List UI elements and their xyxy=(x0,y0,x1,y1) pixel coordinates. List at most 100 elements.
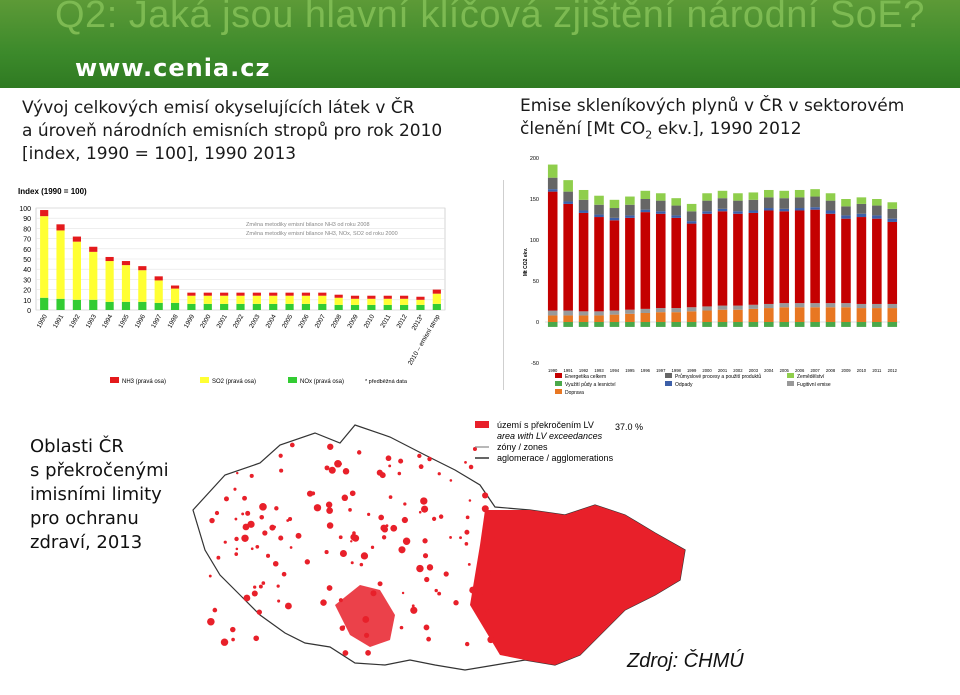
bar-segment xyxy=(609,199,620,209)
bar-segment xyxy=(367,295,376,299)
map-spot xyxy=(223,540,227,544)
map-spot xyxy=(486,609,494,617)
bar-segment xyxy=(609,310,620,315)
map-spot xyxy=(339,549,347,557)
bar-segment xyxy=(764,189,774,198)
bar-segment xyxy=(748,199,759,211)
legend-label: území s překročením LV xyxy=(497,420,594,430)
bar-segment xyxy=(887,208,898,219)
map-spot xyxy=(488,630,493,635)
map-spot xyxy=(350,561,354,565)
map-spot xyxy=(472,447,477,452)
map-spot xyxy=(403,502,407,506)
bar-segment xyxy=(625,322,635,327)
bar-segment xyxy=(856,322,867,327)
bar-segment xyxy=(779,198,790,209)
chart-title: Index (1990 = 100) xyxy=(18,187,87,196)
map-spot xyxy=(482,611,487,616)
map-spot xyxy=(242,495,247,501)
map-spot xyxy=(422,553,429,559)
bar-segment xyxy=(72,299,81,310)
map-spot xyxy=(212,607,218,613)
legend-label: Využití půdy a lesnictví xyxy=(565,381,616,388)
legend-label: Odpady xyxy=(675,382,693,388)
bar-segment xyxy=(138,270,147,302)
bar-segment xyxy=(779,208,790,212)
map-spot xyxy=(443,571,449,577)
bar-segment xyxy=(318,295,327,304)
bar-segment xyxy=(350,295,360,299)
bar-segment xyxy=(121,261,131,266)
bar-segment xyxy=(733,309,743,322)
x-tick-label: 2013* xyxy=(411,313,426,332)
map-spot xyxy=(324,465,330,471)
map-spot xyxy=(360,552,369,560)
map-spot xyxy=(214,510,220,516)
legend-percent: 37.0 % xyxy=(615,422,643,432)
bar-segment xyxy=(779,322,790,327)
map-spot xyxy=(231,637,235,642)
bar-segment xyxy=(733,305,743,310)
legend-label: Fugitivní emise xyxy=(797,382,831,388)
source-note: Zdroj: ČHMÚ xyxy=(627,650,744,672)
y-tick-label: 0 xyxy=(27,308,31,315)
bar-segment xyxy=(40,216,49,298)
map-spot xyxy=(259,503,267,511)
bar-segment xyxy=(578,322,589,327)
bar-segment xyxy=(872,322,882,327)
map-spot xyxy=(253,585,257,589)
x-tick-label: 2001 xyxy=(216,313,229,329)
map-spot xyxy=(281,571,287,577)
chart-annotation: Změna metodiky emisní bilance NH3, NOx, … xyxy=(246,231,398,237)
bar-segment xyxy=(594,311,604,316)
bar-segment xyxy=(89,251,98,300)
map-spot xyxy=(422,538,428,544)
map-spot xyxy=(352,531,356,535)
legend-swatch xyxy=(665,381,672,386)
y-tick-label: 100 xyxy=(530,238,539,244)
x-tick-label: 1993 xyxy=(85,313,98,329)
bar-segment xyxy=(89,299,98,310)
x-tick-label: 2011 xyxy=(379,313,392,329)
bar-segment xyxy=(717,309,728,322)
map-spot xyxy=(341,494,349,502)
bar-segment xyxy=(671,312,681,322)
map-heading-line: pro ochranu xyxy=(30,508,139,529)
bar-segment xyxy=(872,205,882,216)
right-heading-sub: 2 xyxy=(645,128,653,142)
bar-segment xyxy=(702,310,712,322)
x-tick-label: 2002 xyxy=(232,313,245,329)
bar-segment xyxy=(56,230,65,299)
bar-segment xyxy=(609,220,620,311)
bar-segment xyxy=(702,200,712,212)
legend-label: Doprava xyxy=(565,390,584,395)
x-tick-label: 1999 xyxy=(687,368,697,373)
bar-segment xyxy=(578,189,589,200)
map-spot xyxy=(342,650,349,656)
bar-segment xyxy=(748,322,759,327)
bar-segment xyxy=(671,205,681,216)
map-spot xyxy=(230,626,236,633)
x-tick-label: 2002 xyxy=(733,368,743,373)
bar-segment xyxy=(432,289,441,294)
bar-segment xyxy=(170,302,180,310)
map-spot xyxy=(465,515,470,520)
bar-segment xyxy=(640,308,651,313)
map-spot xyxy=(342,468,350,475)
bar-segment xyxy=(671,308,681,313)
bar-segment xyxy=(416,296,425,300)
bar-segment xyxy=(655,312,666,322)
bar-segment xyxy=(56,298,65,310)
bar-segment xyxy=(563,203,573,311)
map-spot xyxy=(253,635,260,642)
map-spot xyxy=(326,507,333,514)
bar-segment xyxy=(236,292,245,296)
bar-segment xyxy=(825,210,836,214)
bar-segment xyxy=(416,304,425,310)
map-spot xyxy=(338,535,343,540)
bar-segment xyxy=(609,217,620,221)
map-spot xyxy=(328,466,336,474)
bar-segment xyxy=(764,303,774,309)
map-spot xyxy=(388,495,393,499)
bar-segment xyxy=(285,292,294,296)
